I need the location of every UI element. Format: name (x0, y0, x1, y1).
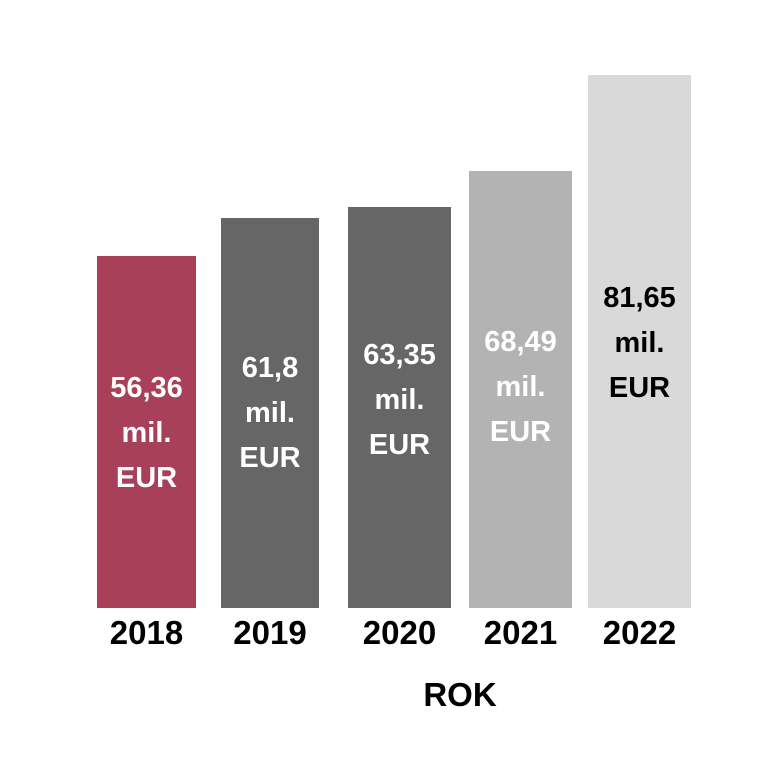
x-tick-label: 2022 (602, 614, 677, 651)
x-tick-label: 2018 (109, 614, 184, 651)
data-label-line: EUR (368, 429, 431, 461)
data-label-line: EUR (239, 442, 301, 474)
data-label-line: mil. (374, 384, 425, 416)
x-axis-label: ROK (423, 676, 497, 713)
data-label-line: EUR (115, 462, 178, 494)
data-label-line: 56,36 (110, 372, 183, 404)
bar-2020 (348, 207, 451, 608)
bar-2018 (97, 256, 196, 608)
data-label-line: EUR (608, 372, 671, 404)
data-label-line: 61,8 (241, 352, 299, 384)
data-label-2022: 81,65 mil. EUR (580, 276, 700, 411)
data-label-line: 81,65 (603, 282, 676, 314)
bar-2021 (469, 171, 572, 608)
data-label-2021: 68,49 mil. EUR (461, 320, 581, 455)
data-label-line: mil. (245, 397, 295, 429)
x-tick-label: 2019 (233, 614, 307, 651)
data-label-line: mil. (121, 417, 172, 449)
data-label-line: EUR (489, 416, 552, 448)
data-label-line: 68,49 (484, 326, 557, 358)
data-label-2019: 61,8 mil. EUR (210, 346, 330, 481)
data-label-2020: 63,35 mil. EUR (340, 333, 460, 468)
bar-2019 (221, 218, 319, 608)
x-tick-label: 2021 (483, 614, 558, 651)
bar-2022 (588, 75, 691, 608)
x-tick-label: 2020 (362, 614, 437, 651)
data-label-line: 63,35 (363, 339, 436, 371)
data-label-2018: 56,36 mil. EUR (87, 366, 207, 501)
data-label-line: mil. (614, 327, 665, 359)
data-label-line: mil. (495, 371, 546, 403)
